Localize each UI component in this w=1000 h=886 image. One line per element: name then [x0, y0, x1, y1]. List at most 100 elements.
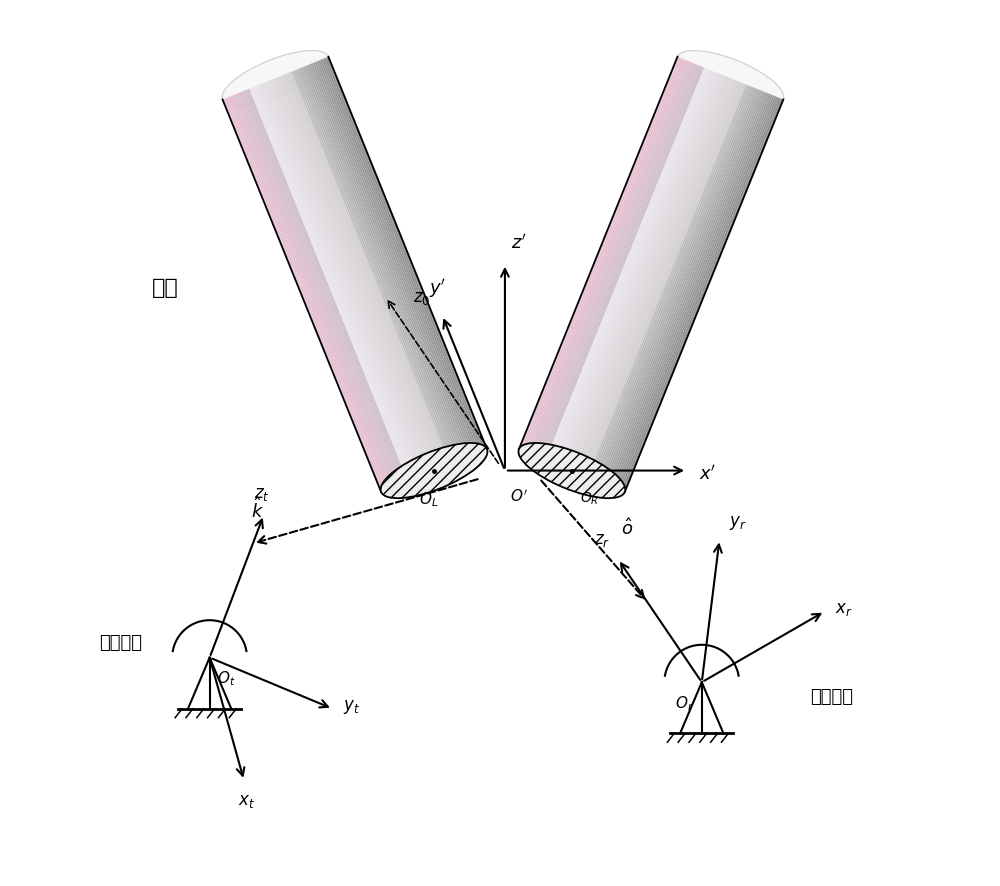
Polygon shape [279, 76, 439, 469]
Polygon shape [522, 58, 683, 451]
Polygon shape [313, 62, 473, 455]
Polygon shape [560, 74, 720, 466]
Polygon shape [275, 77, 436, 470]
Ellipse shape [381, 443, 487, 498]
Polygon shape [614, 95, 775, 488]
Polygon shape [325, 58, 485, 451]
Text: $O_R$: $O_R$ [580, 490, 599, 507]
Polygon shape [291, 71, 452, 464]
Polygon shape [224, 98, 385, 491]
Polygon shape [554, 71, 715, 464]
Polygon shape [558, 73, 718, 465]
Polygon shape [526, 59, 686, 453]
Polygon shape [258, 84, 418, 478]
Polygon shape [318, 60, 478, 454]
Polygon shape [549, 69, 709, 462]
Polygon shape [327, 57, 487, 450]
Text: $x_r$: $x_r$ [835, 601, 852, 618]
Polygon shape [581, 82, 741, 475]
Polygon shape [570, 77, 730, 470]
Polygon shape [305, 66, 466, 458]
Polygon shape [611, 94, 771, 487]
Polygon shape [542, 66, 702, 459]
Polygon shape [565, 75, 725, 469]
Text: $z_0$: $z_0$ [413, 289, 431, 307]
Polygon shape [552, 70, 713, 463]
Polygon shape [619, 97, 780, 491]
Polygon shape [230, 96, 390, 489]
Text: $x_t$: $x_t$ [238, 792, 256, 811]
Polygon shape [290, 72, 450, 465]
Polygon shape [588, 84, 748, 478]
Text: $z'$: $z'$ [511, 233, 526, 252]
Polygon shape [531, 62, 692, 455]
Polygon shape [618, 97, 778, 490]
Polygon shape [288, 73, 448, 465]
Polygon shape [537, 64, 697, 457]
Polygon shape [263, 82, 423, 476]
Polygon shape [616, 96, 776, 489]
Text: $z_r$: $z_r$ [594, 532, 610, 549]
Polygon shape [283, 74, 443, 468]
Polygon shape [623, 99, 783, 492]
Polygon shape [242, 91, 402, 484]
Polygon shape [551, 70, 711, 462]
Text: $O'$: $O'$ [510, 488, 528, 505]
Polygon shape [604, 91, 764, 484]
Polygon shape [295, 70, 455, 462]
Polygon shape [254, 86, 415, 479]
Text: $z_t$: $z_t$ [254, 485, 270, 503]
Polygon shape [544, 66, 704, 460]
Polygon shape [563, 74, 723, 468]
Polygon shape [572, 78, 732, 471]
Polygon shape [238, 92, 399, 486]
Polygon shape [533, 62, 693, 455]
Polygon shape [223, 99, 383, 492]
Text: $O_r$: $O_r$ [675, 694, 694, 712]
Polygon shape [321, 58, 482, 452]
Polygon shape [567, 76, 727, 469]
Polygon shape [302, 66, 462, 460]
Ellipse shape [677, 51, 784, 105]
Polygon shape [270, 80, 431, 473]
Polygon shape [320, 59, 480, 453]
Polygon shape [281, 75, 441, 469]
Polygon shape [261, 83, 422, 477]
Polygon shape [284, 74, 445, 467]
Polygon shape [253, 87, 413, 480]
Polygon shape [235, 94, 395, 487]
Ellipse shape [222, 51, 329, 105]
Polygon shape [528, 60, 688, 454]
Polygon shape [609, 93, 769, 486]
Polygon shape [568, 77, 729, 470]
Polygon shape [249, 88, 409, 481]
Polygon shape [593, 87, 753, 480]
Polygon shape [277, 77, 438, 470]
Polygon shape [530, 61, 690, 455]
Polygon shape [244, 90, 404, 484]
Text: $\hat{k}$: $\hat{k}$ [251, 497, 264, 522]
Polygon shape [602, 90, 762, 484]
Polygon shape [574, 79, 734, 472]
Polygon shape [311, 63, 471, 456]
Polygon shape [561, 74, 722, 467]
Text: $y_t$: $y_t$ [343, 698, 360, 716]
Polygon shape [579, 81, 739, 474]
Polygon shape [298, 68, 459, 462]
Polygon shape [265, 82, 425, 475]
Polygon shape [309, 64, 469, 457]
Ellipse shape [518, 443, 625, 498]
Polygon shape [545, 67, 706, 461]
Polygon shape [323, 58, 483, 451]
Polygon shape [538, 65, 699, 458]
Polygon shape [260, 84, 420, 477]
Polygon shape [598, 89, 759, 482]
Text: $\hat{o}$: $\hat{o}$ [621, 518, 633, 539]
Polygon shape [556, 72, 716, 465]
Polygon shape [621, 98, 782, 491]
Polygon shape [307, 65, 468, 458]
Polygon shape [575, 80, 736, 473]
Polygon shape [268, 81, 429, 473]
Polygon shape [591, 86, 752, 479]
Polygon shape [231, 95, 392, 488]
